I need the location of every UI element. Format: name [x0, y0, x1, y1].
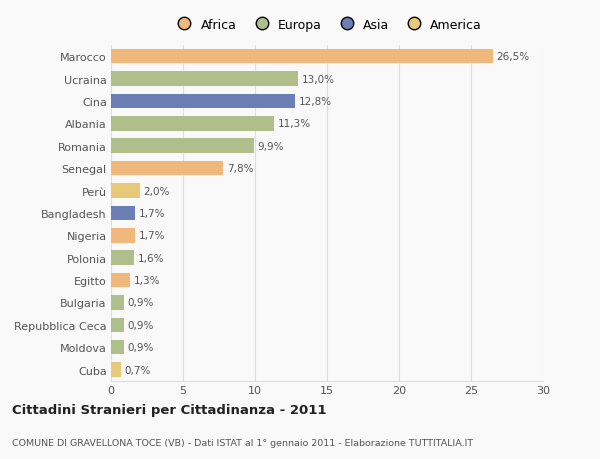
Text: 26,5%: 26,5% — [496, 52, 529, 62]
Legend: Africa, Europa, Asia, America: Africa, Europa, Asia, America — [167, 14, 487, 37]
Text: 12,8%: 12,8% — [299, 97, 332, 107]
Bar — [111, 95, 295, 109]
Bar — [111, 296, 124, 310]
Bar — [111, 139, 254, 154]
Text: 13,0%: 13,0% — [302, 74, 335, 84]
Bar — [111, 206, 136, 221]
Bar — [111, 273, 130, 288]
Text: 1,7%: 1,7% — [139, 208, 166, 218]
Bar — [111, 363, 121, 377]
Text: 2,0%: 2,0% — [143, 186, 170, 196]
Text: 0,9%: 0,9% — [128, 298, 154, 308]
Bar — [111, 229, 136, 243]
Text: 11,3%: 11,3% — [277, 119, 310, 129]
Text: COMUNE DI GRAVELLONA TOCE (VB) - Dati ISTAT al 1° gennaio 2011 - Elaborazione TU: COMUNE DI GRAVELLONA TOCE (VB) - Dati IS… — [12, 438, 473, 447]
Text: Cittadini Stranieri per Cittadinanza - 2011: Cittadini Stranieri per Cittadinanza - 2… — [12, 403, 326, 416]
Bar — [111, 340, 124, 355]
Bar — [111, 251, 134, 265]
Text: 1,7%: 1,7% — [139, 231, 166, 241]
Text: 1,6%: 1,6% — [137, 253, 164, 263]
Text: 0,7%: 0,7% — [125, 365, 151, 375]
Bar — [111, 72, 298, 87]
Text: 7,8%: 7,8% — [227, 164, 253, 174]
Bar — [111, 184, 140, 198]
Bar — [111, 318, 124, 332]
Text: 0,9%: 0,9% — [128, 342, 154, 353]
Text: 0,9%: 0,9% — [128, 320, 154, 330]
Text: 1,3%: 1,3% — [133, 275, 160, 285]
Bar — [111, 50, 493, 64]
Bar — [111, 117, 274, 131]
Text: 9,9%: 9,9% — [257, 141, 284, 151]
Bar — [111, 162, 223, 176]
